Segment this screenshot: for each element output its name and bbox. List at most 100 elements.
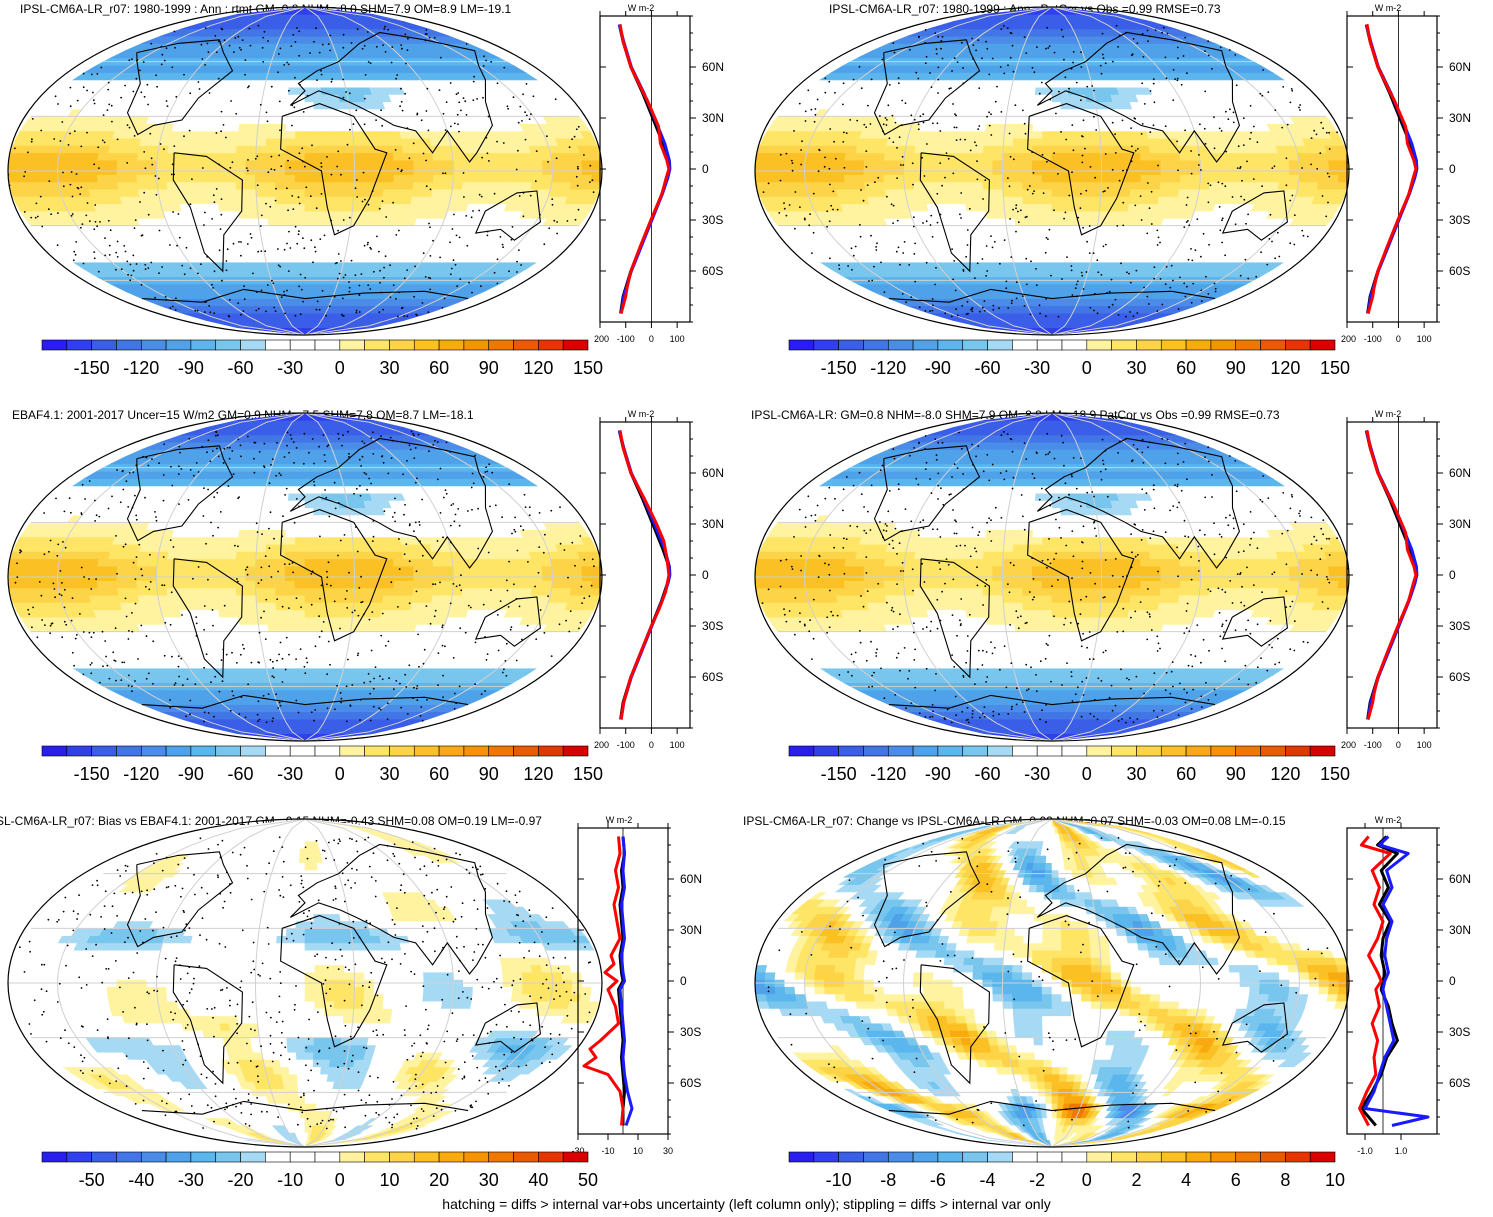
grid-cell xyxy=(1101,189,1111,196)
stipple-dot xyxy=(167,105,169,107)
grid-cell xyxy=(914,153,925,160)
grid-cell xyxy=(258,116,268,123)
stipple-dot xyxy=(171,66,173,68)
grid-cell xyxy=(532,175,543,182)
grid-cell xyxy=(1043,226,1052,233)
grid-cell xyxy=(904,182,915,189)
grid-cell xyxy=(785,175,796,182)
stipple-dot xyxy=(336,262,338,264)
lat-tick-label: 60S xyxy=(702,264,723,278)
stipple-dot xyxy=(221,111,223,113)
grid-cell xyxy=(265,160,275,167)
grid-cell xyxy=(1141,160,1151,167)
stipple-dot xyxy=(104,142,106,144)
grid-cell xyxy=(344,138,354,145)
grid-cell xyxy=(1127,211,1138,218)
grid-cell xyxy=(1090,204,1100,211)
grid-cell xyxy=(315,146,325,153)
stipple-dot xyxy=(319,309,321,311)
grid-cell xyxy=(334,146,344,153)
stipple-dot xyxy=(331,174,333,176)
grid-cell xyxy=(107,175,117,182)
grid-cell xyxy=(221,218,232,225)
grid-cell xyxy=(1072,160,1082,167)
grid-cell xyxy=(874,153,885,160)
stipple-dot xyxy=(235,113,237,115)
stipple-dot xyxy=(197,310,199,312)
stipple-dot xyxy=(324,235,326,237)
stipple-dot xyxy=(147,84,149,86)
grid-cell xyxy=(1022,175,1032,182)
grid-cell xyxy=(315,197,325,204)
stipple-dot xyxy=(247,87,249,89)
stipple-dot xyxy=(108,82,110,84)
stipple-dot xyxy=(94,103,96,105)
stipple-dot xyxy=(72,213,74,215)
stipple-dot xyxy=(376,46,378,48)
grid-cell xyxy=(483,175,493,182)
grid-cell xyxy=(1148,197,1159,204)
stipple-dot xyxy=(30,217,32,219)
grid-cell xyxy=(305,233,314,240)
grid-cell xyxy=(501,153,512,160)
grid-cell xyxy=(128,146,139,153)
colorbar-swatch xyxy=(67,340,92,350)
grid-cell xyxy=(209,204,220,211)
stipple-dot xyxy=(204,311,206,313)
grid-cell xyxy=(289,80,297,87)
grid-cell xyxy=(403,153,413,160)
grid-cell xyxy=(246,175,256,182)
grid-cell xyxy=(964,197,975,204)
stipple-dot xyxy=(229,167,231,169)
grid-cell xyxy=(269,226,279,233)
stipple-dot xyxy=(421,119,423,121)
grid-cell xyxy=(352,204,362,211)
stipple-dot xyxy=(328,43,330,45)
stipple-dot xyxy=(197,273,199,275)
stipple-dot xyxy=(286,290,288,292)
grid-cell xyxy=(1179,189,1190,196)
grid-cell xyxy=(87,175,97,182)
stipple-dot xyxy=(109,245,111,247)
grid-cell xyxy=(453,175,463,182)
grid-cell xyxy=(976,211,987,218)
grid-cell xyxy=(987,218,998,225)
stipple-dot xyxy=(258,25,260,27)
stipple-dot xyxy=(312,261,314,263)
stipple-dot xyxy=(150,262,152,264)
grid-cell xyxy=(1043,240,1052,247)
stipple-dot xyxy=(440,57,442,59)
grid-cell xyxy=(755,160,766,167)
stipple-dot xyxy=(349,92,351,94)
grid-cell xyxy=(993,175,1003,182)
grid-cell xyxy=(805,160,816,167)
stipple-dot xyxy=(402,110,404,112)
grid-cell xyxy=(1170,160,1180,167)
grid-cell xyxy=(305,189,315,196)
grid-cell xyxy=(988,226,998,233)
stipple-dot xyxy=(364,45,366,47)
stipple-dot xyxy=(163,148,165,150)
grid-cell xyxy=(137,153,148,160)
stipple-dot xyxy=(428,311,430,313)
stipple-dot xyxy=(311,144,313,146)
stipple-dot xyxy=(526,115,528,117)
stipple-dot xyxy=(120,97,122,99)
grid-cell xyxy=(246,182,256,189)
grid-cell xyxy=(279,95,288,102)
stipple-dot xyxy=(478,210,480,212)
grid-cell xyxy=(344,153,354,160)
stipple-dot xyxy=(166,47,168,49)
stipple-dot xyxy=(150,43,152,45)
stipple-dot xyxy=(452,228,454,230)
grid-cell xyxy=(228,204,239,211)
stipple-dot xyxy=(378,311,380,313)
grid-cell xyxy=(766,153,777,160)
stipple-dot xyxy=(261,215,263,217)
stipple-dot xyxy=(355,187,357,189)
grid-cell xyxy=(1269,175,1280,182)
stipple-dot xyxy=(356,310,358,312)
stipple-dot xyxy=(507,105,509,107)
grid-cell xyxy=(1111,160,1121,167)
colorbar-label: -120 xyxy=(123,358,159,378)
